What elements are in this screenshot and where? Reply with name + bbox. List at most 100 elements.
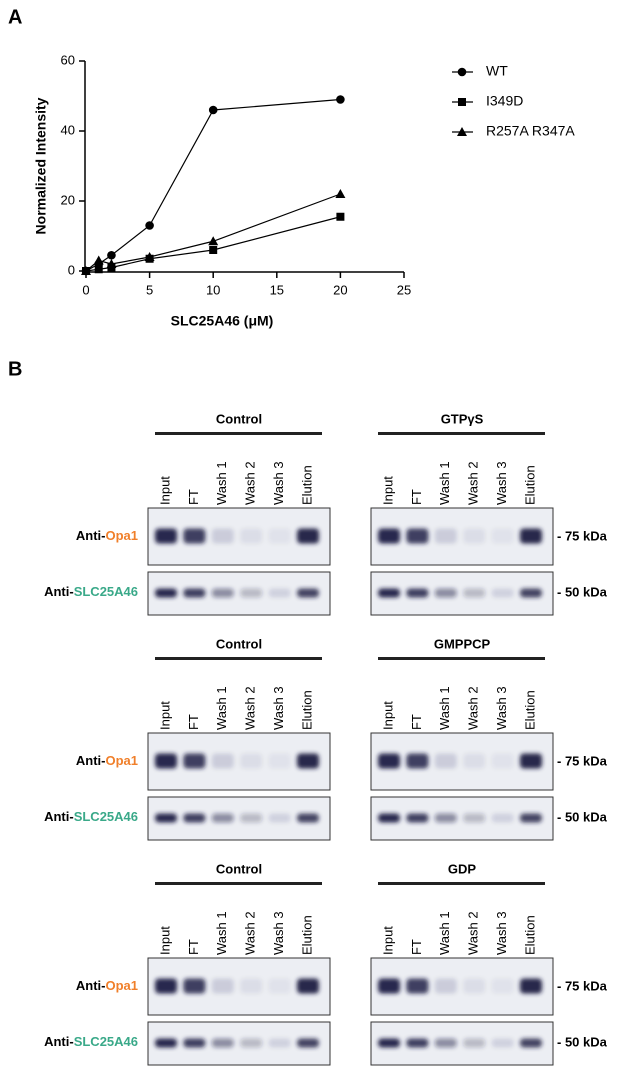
lane-label: Wash 2 xyxy=(466,686,481,730)
band xyxy=(297,978,319,994)
lane-label: FT xyxy=(186,489,201,505)
band xyxy=(378,1038,400,1048)
y-tick-label: 20 xyxy=(61,192,75,207)
band xyxy=(434,753,457,769)
lane-label: FT xyxy=(409,939,424,955)
y-tick-label: 40 xyxy=(61,122,75,137)
band xyxy=(155,753,177,769)
lane-label: Wash 3 xyxy=(271,911,286,955)
lane-label: Wash 2 xyxy=(243,461,258,505)
row-label: Anti-SLC25A46 xyxy=(44,1034,138,1049)
band xyxy=(240,528,263,544)
x-tick-label: 10 xyxy=(206,282,220,297)
band xyxy=(434,528,457,544)
lane-label: Wash 3 xyxy=(494,686,509,730)
legend-label: WT xyxy=(486,63,508,79)
band xyxy=(240,1038,263,1048)
group-bar xyxy=(378,882,545,885)
lane-label: Elution xyxy=(299,690,314,730)
band xyxy=(211,813,234,823)
group-bar xyxy=(378,432,545,435)
lane-label: Elution xyxy=(522,690,537,730)
band xyxy=(434,978,457,994)
blot-bands xyxy=(155,813,319,823)
x-tick-label: 20 xyxy=(333,282,347,297)
group-title: GTPγS xyxy=(441,411,484,426)
group-title: GMPPCP xyxy=(434,636,491,651)
row-label: Anti-SLC25A46 xyxy=(44,809,138,824)
band xyxy=(406,588,429,598)
row-label-target: SLC25A46 xyxy=(74,1034,138,1049)
lane-label: Elution xyxy=(522,915,537,955)
lane-label: Wash 1 xyxy=(214,686,229,730)
series-line xyxy=(85,193,341,272)
band xyxy=(378,528,400,544)
blot-bands xyxy=(155,588,319,598)
group-bar xyxy=(378,657,545,660)
band xyxy=(463,1038,486,1048)
panel-label: A xyxy=(8,6,22,28)
x-tick-label: 25 xyxy=(397,282,411,297)
marker xyxy=(93,255,104,265)
size-marker: - 75 kDa xyxy=(557,978,608,993)
marker xyxy=(81,266,91,275)
blot-bands xyxy=(378,978,542,994)
band xyxy=(463,588,486,598)
lane-label: Input xyxy=(380,701,395,730)
blot-bands xyxy=(378,813,542,823)
group-title: GDP xyxy=(448,861,477,876)
row-label-prefix: Anti- xyxy=(76,528,106,543)
blot-bands xyxy=(378,588,542,598)
band xyxy=(240,588,263,598)
row-label-target: SLC25A46 xyxy=(74,809,138,824)
x-tick-label: 5 xyxy=(146,282,153,297)
group-bar xyxy=(155,432,322,435)
marker xyxy=(336,212,345,221)
band xyxy=(297,753,319,769)
band xyxy=(155,813,177,823)
marker xyxy=(144,252,155,261)
row-label-prefix: Anti- xyxy=(44,1034,74,1049)
lane-label: FT xyxy=(186,714,201,730)
row-label-target: Opa1 xyxy=(105,753,138,768)
lane-label: Input xyxy=(380,926,395,955)
band xyxy=(520,813,542,823)
lane-label: Wash 1 xyxy=(437,461,452,505)
band xyxy=(268,813,291,823)
y-axis-label: Normalized Intensity xyxy=(33,97,49,234)
marker xyxy=(457,67,467,77)
marker xyxy=(94,265,103,274)
row-label-prefix: Anti- xyxy=(76,753,106,768)
row-label: Anti-Opa1 xyxy=(76,753,138,768)
lane-label: Wash 2 xyxy=(243,686,258,730)
group-title: Control xyxy=(216,636,262,651)
band xyxy=(406,1038,429,1048)
band xyxy=(155,588,177,598)
band xyxy=(240,753,263,769)
band xyxy=(520,753,542,769)
blot-bands xyxy=(378,753,542,769)
group-title: Control xyxy=(216,861,262,876)
lane-label: Elution xyxy=(299,465,314,505)
blot-bands xyxy=(378,1038,542,1048)
band xyxy=(183,978,206,994)
band xyxy=(183,813,206,823)
band xyxy=(378,753,400,769)
lane-label: Input xyxy=(157,926,172,955)
band xyxy=(211,978,234,994)
band xyxy=(406,753,429,769)
marker xyxy=(458,98,466,106)
blot-bands xyxy=(155,753,319,769)
marker xyxy=(208,236,219,246)
blot-bands xyxy=(378,528,542,544)
lane-label: Elution xyxy=(299,915,314,955)
band xyxy=(491,813,514,823)
band xyxy=(155,1038,177,1048)
band xyxy=(378,813,400,823)
marker xyxy=(208,105,218,115)
band xyxy=(491,1038,514,1048)
row-label-prefix: Anti- xyxy=(76,978,106,993)
marker xyxy=(457,127,467,136)
blot-frame xyxy=(147,957,331,1016)
panel-label: B xyxy=(8,358,22,380)
